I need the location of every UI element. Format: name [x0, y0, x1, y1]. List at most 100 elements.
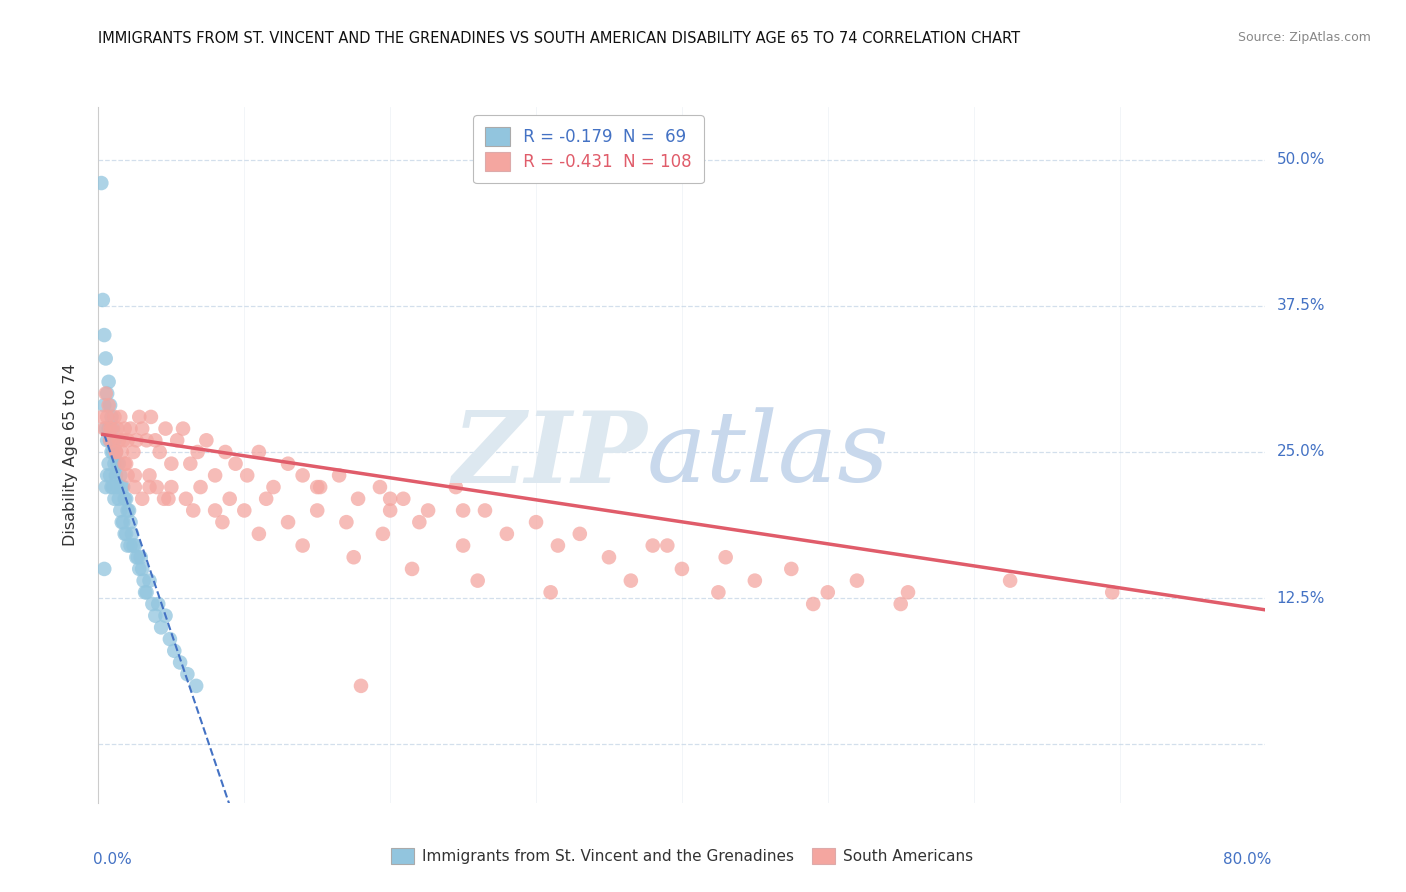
Point [524, 515, 547, 529]
Point [451, 539, 474, 553]
Point [495, 526, 517, 541]
Point [120, 539, 142, 553]
Point [100, 480, 122, 494]
Point [93, 328, 115, 343]
Point [105, 457, 128, 471]
Point [97, 422, 120, 436]
Point [104, 445, 127, 459]
Point [110, 409, 132, 424]
Point [155, 608, 177, 623]
Point [139, 409, 162, 424]
Point [138, 574, 160, 588]
Point [641, 539, 664, 553]
Point [98, 434, 121, 448]
Point [114, 526, 136, 541]
Text: 37.5%: 37.5% [1277, 298, 1324, 313]
Point [110, 503, 132, 517]
Point [93, 422, 115, 436]
Point [103, 457, 125, 471]
Point [105, 422, 128, 436]
Legend: Immigrants from St. Vincent and the Grenadines, South Americans: Immigrants from St. Vincent and the Gren… [384, 840, 980, 871]
Text: atlas: atlas [647, 408, 890, 502]
Point [153, 491, 176, 506]
Point [131, 422, 153, 436]
Point [112, 480, 135, 494]
Point [97, 457, 120, 471]
Point [120, 515, 142, 529]
Point [328, 468, 350, 483]
Point [291, 539, 314, 553]
Point [122, 445, 145, 459]
Point [100, 409, 122, 424]
Point [128, 562, 150, 576]
Point [134, 585, 156, 599]
Point [845, 574, 868, 588]
Point [117, 503, 139, 517]
Point [135, 585, 157, 599]
Point [371, 526, 394, 541]
Point [277, 515, 299, 529]
Point [214, 445, 236, 459]
Point [111, 480, 134, 494]
Point [118, 503, 141, 517]
Point [187, 445, 209, 459]
Point [96, 409, 118, 424]
Point [186, 679, 208, 693]
Point [179, 457, 201, 471]
Point [101, 445, 124, 459]
Point [138, 480, 160, 494]
Point [94, 351, 117, 366]
Point [620, 574, 643, 588]
Point [166, 434, 188, 448]
Point [132, 574, 155, 588]
Point [568, 526, 591, 541]
Point [138, 468, 160, 483]
Point [277, 457, 299, 471]
Point [547, 539, 569, 553]
Point [307, 503, 329, 517]
Point [104, 445, 127, 459]
Y-axis label: Disability Age 65 to 74: Disability Age 65 to 74 [63, 364, 77, 546]
Point [101, 434, 124, 448]
Point [117, 539, 139, 553]
Point [195, 434, 218, 448]
Point [236, 468, 259, 483]
Point [104, 445, 127, 459]
Point [143, 434, 166, 448]
Text: Source: ZipAtlas.com: Source: ZipAtlas.com [1237, 31, 1371, 45]
Point [112, 434, 135, 448]
Point [897, 585, 920, 599]
Point [124, 539, 146, 553]
Point [124, 468, 146, 483]
Point [103, 409, 125, 424]
Point [131, 562, 153, 576]
Text: 0.0%: 0.0% [93, 852, 131, 866]
Point [143, 608, 166, 623]
Point [159, 632, 181, 646]
Text: IMMIGRANTS FROM ST. VINCENT AND THE GRENADINES VS SOUTH AMERICAN DISABILITY AGE : IMMIGRANTS FROM ST. VINCENT AND THE GREN… [98, 31, 1021, 46]
Point [111, 515, 134, 529]
Point [155, 422, 177, 436]
Point [131, 491, 153, 506]
Point [97, 375, 120, 389]
Point [262, 480, 284, 494]
Text: 25.0%: 25.0% [1277, 444, 1324, 459]
Point [172, 422, 194, 436]
Point [97, 398, 120, 412]
Point [98, 434, 121, 448]
Point [114, 491, 136, 506]
Point [309, 480, 332, 494]
Point [401, 562, 423, 576]
Point [115, 457, 138, 471]
Point [125, 550, 148, 565]
Point [141, 597, 163, 611]
Point [817, 585, 839, 599]
Point [247, 526, 270, 541]
Point [115, 491, 138, 506]
Point [112, 515, 135, 529]
Point [101, 480, 124, 494]
Point [160, 480, 183, 494]
Point [122, 539, 145, 553]
Point [124, 480, 146, 494]
Point [343, 550, 366, 565]
